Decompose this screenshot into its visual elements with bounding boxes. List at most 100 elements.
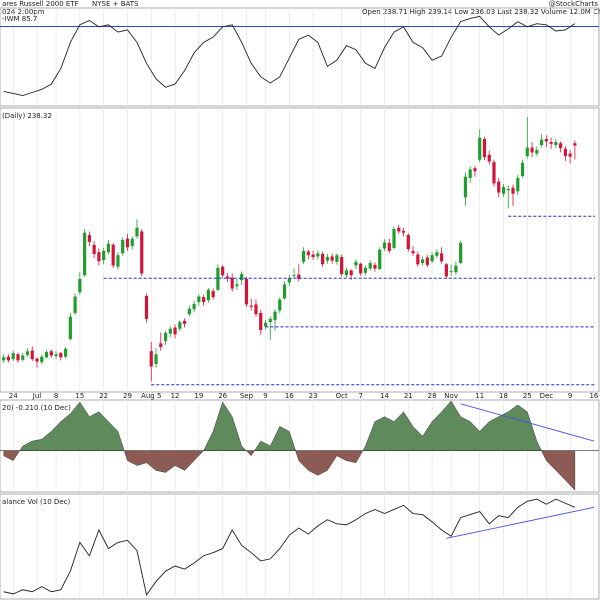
header-exchange: NYSE + BATS <box>92 0 139 8</box>
candle-body <box>192 303 196 310</box>
candle-body <box>83 232 87 276</box>
candle-body <box>359 263 363 274</box>
x-tick-label: 24 <box>9 392 18 400</box>
x-tick-label: 14 <box>380 392 389 400</box>
candle-body <box>354 261 358 266</box>
candle-body <box>97 252 101 262</box>
candle-body <box>221 266 225 276</box>
candle-body <box>206 289 210 301</box>
candle-body <box>149 351 153 367</box>
x-tick-label: 23 <box>309 392 318 400</box>
candle-body <box>530 147 534 153</box>
candle-body <box>254 304 258 315</box>
indicator-line <box>3 15 576 97</box>
candle-body <box>263 322 268 327</box>
candle-body <box>397 227 401 232</box>
candle-body <box>130 238 134 247</box>
candle-body <box>235 284 239 287</box>
candle-body <box>401 230 406 233</box>
candle-body <box>516 177 520 192</box>
candle-body <box>501 187 506 194</box>
candle-body <box>106 243 111 253</box>
candle-body <box>140 231 144 274</box>
x-tick-label: 9 <box>263 392 267 400</box>
candle-body <box>554 142 558 146</box>
candle-body <box>344 270 349 276</box>
x-tick-label: Jul <box>32 392 42 400</box>
candle-body <box>125 238 130 248</box>
candle-body <box>482 139 487 158</box>
candle-body <box>373 264 377 269</box>
x-tick-label: 19 <box>194 392 203 400</box>
x-tick-label: 18 <box>499 392 508 400</box>
x-tick-label: 28 <box>428 392 437 400</box>
candle-body <box>459 243 463 264</box>
x-tick-label: 9 <box>568 392 572 400</box>
candle-body <box>420 259 425 264</box>
candle-body <box>473 168 477 172</box>
candle-body <box>549 142 553 144</box>
candle-body <box>244 278 249 305</box>
candle-body <box>544 139 548 142</box>
candle-body <box>202 297 206 302</box>
x-tick-label: Nov <box>444 392 458 400</box>
candle-body <box>163 333 168 341</box>
candle-body <box>568 153 572 157</box>
candle-body <box>368 263 372 269</box>
x-tick-label: 16 <box>285 392 294 400</box>
trendline <box>446 506 595 539</box>
candle-body <box>463 176 468 198</box>
candle-body <box>520 162 525 177</box>
candle-body <box>178 322 182 329</box>
panel-label: -IWM 85.7 <box>2 15 37 23</box>
candle-body <box>282 284 287 299</box>
x-tick-label: 25 <box>523 392 532 400</box>
candle-body <box>87 235 91 242</box>
candle-body <box>335 255 339 262</box>
header-name: ares Russell 2000 ETF <box>2 0 79 8</box>
candle-body <box>349 270 353 276</box>
candle-body <box>301 250 306 262</box>
candle-body <box>168 328 172 334</box>
candle-body <box>197 296 201 302</box>
candle-body <box>16 354 20 361</box>
x-tick-label: Sep <box>240 392 254 400</box>
candle-body <box>539 139 544 146</box>
candle-body <box>444 264 448 277</box>
candle-body <box>325 256 329 261</box>
candle-body <box>49 351 53 356</box>
candle-body <box>392 229 396 248</box>
candle-body <box>268 319 272 323</box>
candle-body <box>116 255 120 267</box>
x-tick-label: 11 <box>475 392 484 400</box>
candle-body <box>25 351 30 355</box>
candle-body <box>468 169 472 178</box>
panel-label: 20) -0.210 (10 Dec) <box>2 404 71 412</box>
candle-body <box>363 267 368 273</box>
candle-body <box>240 274 244 281</box>
candle-body <box>68 316 72 340</box>
candle-body <box>425 257 429 265</box>
x-tick-label: 26 <box>218 392 227 400</box>
candle-body <box>416 254 420 265</box>
candle-body <box>411 250 415 254</box>
candle-body <box>249 305 253 307</box>
candle-body <box>230 277 234 289</box>
panel-frame <box>0 493 600 600</box>
area-positive <box>3 400 576 451</box>
candle-body <box>121 239 125 254</box>
candle-body <box>78 278 82 293</box>
candle-body <box>216 267 220 290</box>
candle-body <box>159 343 163 347</box>
candle-body <box>497 181 501 193</box>
candle-body <box>340 256 344 275</box>
candle-body <box>563 148 567 157</box>
candle-body <box>454 265 458 273</box>
indicator-line <box>3 498 576 596</box>
candle-body <box>44 351 49 358</box>
header-quote: Open 238.71 High 239.14 Low 236.03 Last … <box>362 8 600 16</box>
candle-body <box>154 354 158 365</box>
x-tick-label: Aug 5 <box>141 392 161 400</box>
x-tick-label: 22 <box>99 392 108 400</box>
